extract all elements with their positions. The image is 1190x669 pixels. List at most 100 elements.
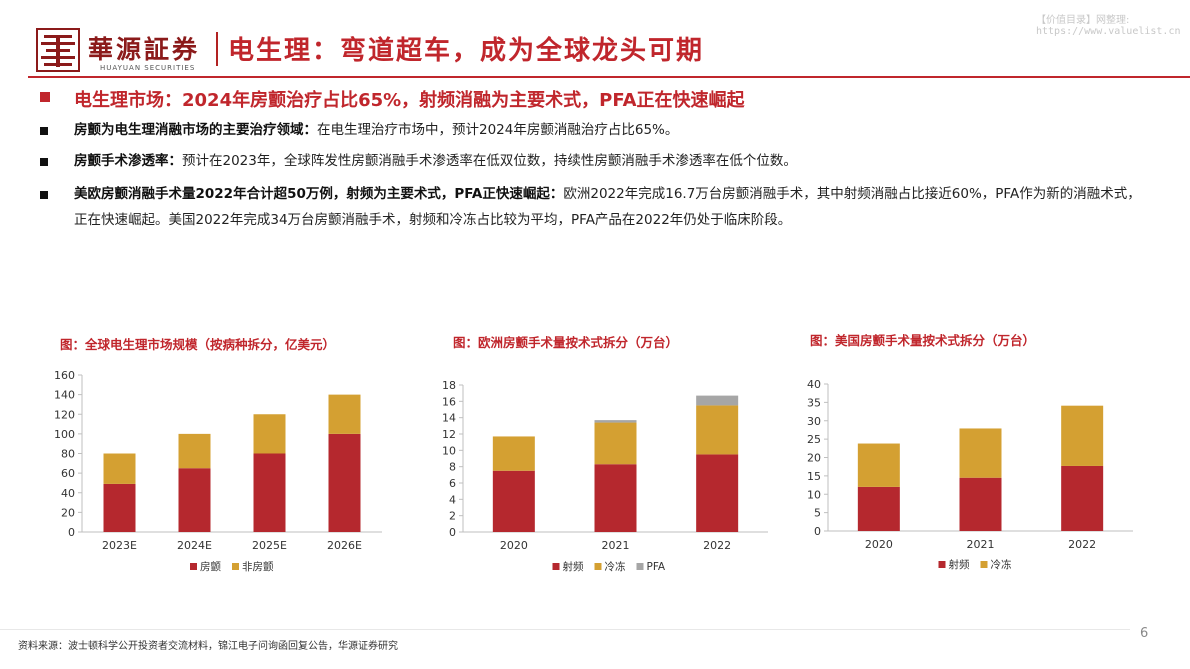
y-tick-label: 30 <box>807 415 821 428</box>
y-tick-label: 0 <box>814 525 821 538</box>
page-title: 电生理：弯道超车，成为全球龙头可期 <box>228 36 705 66</box>
y-tick-label: 4 <box>449 493 456 506</box>
y-tick-label: 20 <box>61 506 75 519</box>
bar-segment <box>696 454 739 532</box>
bar-segment <box>328 394 361 434</box>
x-tick-label: 2022 <box>703 539 731 552</box>
bullet-text: 欧洲2022年完成16.7万台房颤消融手术，其中射频消融占比接近60%，PFA作… <box>74 186 1141 228</box>
x-tick-label: 2021 <box>967 538 995 551</box>
bar-segment <box>492 436 535 471</box>
bullet-text: 预计在2023年，全球阵发性房颤消融手术渗透率在低双位数，持续性房颤消融手术渗透… <box>182 153 797 169</box>
y-tick-label: 0 <box>449 526 456 539</box>
legend-label: 射频 <box>949 558 970 571</box>
footer-divider <box>0 629 1130 630</box>
bar-segment <box>253 414 286 454</box>
bar-segment <box>959 477 1002 531</box>
x-tick-label: 2021 <box>602 539 630 552</box>
y-tick-label: 40 <box>61 487 75 500</box>
section-marker-icon <box>40 92 50 102</box>
legend-swatch <box>552 563 560 570</box>
legend-label: 冷冻 <box>605 560 626 573</box>
y-tick-label: 14 <box>442 412 456 425</box>
bar-segment <box>1061 465 1104 531</box>
y-tick-label: 160 <box>54 369 75 382</box>
bar-segment <box>857 443 900 487</box>
x-tick-label: 2026E <box>327 539 362 552</box>
bar-segment <box>178 433 211 469</box>
legend-swatch <box>232 563 239 570</box>
bar-segment <box>253 453 286 532</box>
bullet-icon <box>40 191 48 199</box>
bar-segment <box>594 420 637 423</box>
bullet-paragraph-1: 房颤为电生理消融市场的主要治疗领域：在电生理治疗市场中，预计2024年房颤消融治… <box>74 117 1154 143</box>
x-tick-label: 2022 <box>1068 538 1096 551</box>
y-tick-label: 140 <box>54 389 75 402</box>
y-tick-label: 16 <box>442 395 456 408</box>
y-tick-label: 80 <box>61 448 75 461</box>
x-tick-label: 2020 <box>500 539 528 552</box>
bullet-paragraph-3: 美欧房颤消融手术量2022年合计超50万例，射频为主要术式，PFA正快速崛起：欧… <box>74 181 1154 233</box>
chart-global-ep-market: 0 20 40 60 80 100 120 140 160 2023E 2024E 2025E 2026… <box>54 369 382 573</box>
bullet-icon <box>40 158 48 166</box>
header-divider <box>28 76 1190 78</box>
legend-swatch <box>980 561 988 568</box>
y-tick-label: 12 <box>442 428 456 441</box>
chart-title-global: 图：全球电生理市场规模（按病种拆分，亿美元） <box>60 337 336 352</box>
brand-name-en: HUAYUAN SECURITIES <box>100 64 196 72</box>
legend-swatch <box>636 563 644 570</box>
bar-segment <box>178 468 211 532</box>
y-tick-label: 25 <box>807 433 821 446</box>
y-tick-label: 6 <box>449 477 456 490</box>
bullet-paragraph-2: 房颤手术渗透率：预计在2023年，全球阵发性房颤消融手术渗透率在低双位数，持续性… <box>74 148 1154 174</box>
source-note: 资料来源：波士顿科学公开投资者交流材料，锦江电子问询函回复公告，华源证券研究 <box>18 641 398 652</box>
y-tick-label: 0 <box>68 526 75 539</box>
legend-swatch <box>190 563 197 570</box>
watermark-text: 【价值目录】网整理: <box>1036 15 1130 26</box>
company-logo <box>36 28 80 72</box>
bullet-icon <box>40 127 48 135</box>
y-tick-label: 5 <box>814 507 821 520</box>
y-tick-label: 100 <box>54 428 75 441</box>
bar-segment <box>594 464 637 532</box>
legend-label: PFA <box>647 561 666 573</box>
bar-segment <box>696 395 739 406</box>
chart-us-procedures: 0 5 10 15 20 25 30 35 40 2020 2021 2022 射频 冷冻 <box>807 378 1133 571</box>
y-tick-label: 120 <box>54 408 75 421</box>
legend-label: 射频 <box>563 560 584 573</box>
y-tick-label: 20 <box>807 452 821 465</box>
x-tick-label: 2024E <box>177 539 212 552</box>
y-tick-label: 10 <box>807 488 821 501</box>
y-tick-label: 40 <box>807 378 821 391</box>
y-tick-label: 35 <box>807 396 821 409</box>
bullet-heading: 美欧房颤消融手术量2022年合计超50万例，射频为主要术式，PFA正快速崛起： <box>74 186 564 202</box>
bar-segment <box>103 453 136 484</box>
watermark-url: https://www.valuelist.cn <box>1036 26 1181 37</box>
chart-europe-procedures: 0 2 4 6 8 10 12 14 16 18 2020 2021 2022 射频 冷冻 PFA <box>442 379 768 573</box>
legend-label: 房颤 <box>200 560 221 573</box>
bar-segment <box>959 428 1002 478</box>
x-tick-label: 2020 <box>865 538 893 551</box>
legend-swatch <box>938 561 946 568</box>
y-tick-label: 10 <box>442 444 456 457</box>
legend-swatch <box>594 563 602 570</box>
chart-title-europe: 图：欧洲房颤手术量按术式拆分（万台） <box>453 335 679 350</box>
bar-segment <box>103 483 136 532</box>
y-tick-label: 2 <box>449 510 456 523</box>
y-tick-label: 8 <box>449 461 456 474</box>
y-tick-label: 60 <box>61 467 75 480</box>
bar-segment <box>328 433 361 532</box>
legend-label: 冷冻 <box>991 558 1012 571</box>
bar-segment <box>594 422 637 465</box>
bar-segment <box>492 470 535 532</box>
bar-segment <box>1061 405 1104 466</box>
chart-title-us: 图：美国房颤手术量按术式拆分（万台） <box>810 333 1036 348</box>
legend-label: 非房颤 <box>242 560 274 573</box>
brand-name: 華源証券 <box>88 35 201 64</box>
y-tick-label: 18 <box>442 379 456 392</box>
bar-segment <box>857 486 900 531</box>
bullet-heading: 房颤为电生理消融市场的主要治疗领域： <box>74 122 317 138</box>
x-tick-label: 2023E <box>102 539 137 552</box>
bar-segment <box>696 405 739 455</box>
bullet-text: 在电生理治疗市场中，预计2024年房颤消融治疗占比65%。 <box>317 122 679 138</box>
page-number: 6 <box>1140 626 1149 641</box>
